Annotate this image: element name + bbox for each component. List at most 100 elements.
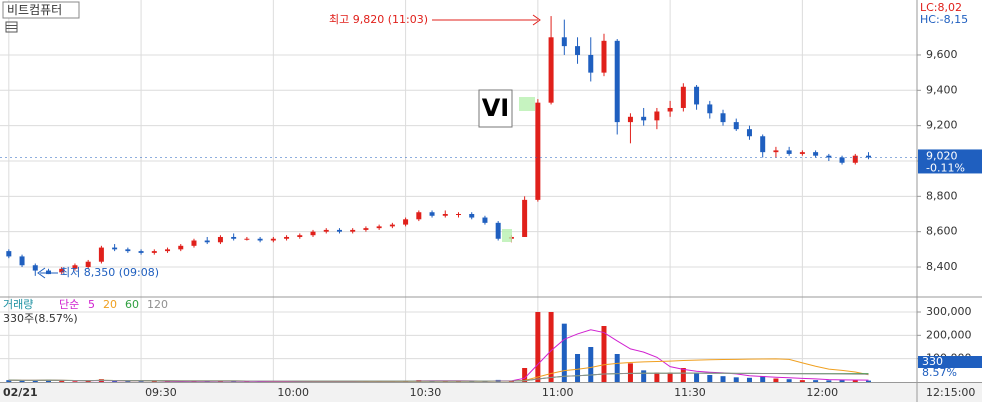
volume-tick-label: 200,000	[926, 328, 972, 341]
x-tick-label: 02/21	[3, 386, 38, 399]
candle-body	[244, 238, 250, 240]
candle-body	[257, 238, 263, 241]
volume-bar	[522, 368, 528, 382]
time-readout: 12:15:00	[926, 386, 975, 399]
table-icon[interactable]	[5, 21, 18, 33]
current-price-box	[918, 149, 982, 174]
candle-body	[284, 236, 290, 239]
candle-body	[363, 228, 369, 230]
volume-bar	[733, 377, 739, 382]
candle-body	[98, 247, 104, 262]
volume-bar	[6, 380, 12, 382]
candle-body	[839, 157, 845, 163]
candle-body	[59, 268, 65, 273]
stock-title: 비트컴퓨터	[7, 3, 62, 17]
candle-body	[641, 116, 647, 121]
candle-body	[350, 229, 356, 232]
volume-bar	[773, 378, 779, 382]
candle-body	[178, 245, 184, 250]
candle-body	[654, 111, 660, 121]
volume-bar	[19, 380, 25, 382]
candle-body	[403, 219, 409, 225]
volume-bar	[866, 380, 872, 382]
high-arrow	[432, 14, 541, 26]
volume-bar	[614, 354, 620, 382]
candle-body	[85, 261, 91, 268]
candle-body	[548, 37, 554, 103]
hc-label: HC:-8,15	[920, 13, 968, 26]
volume-bar	[654, 372, 660, 382]
candle-body	[535, 102, 541, 200]
high-annotation: 최고 9,820 (11:03)	[329, 13, 428, 26]
candle-body	[627, 116, 633, 123]
candle-body	[376, 226, 382, 229]
volume-bar	[799, 380, 805, 382]
candle-body	[707, 104, 713, 114]
candle-body	[231, 236, 237, 239]
volume-bar	[125, 381, 131, 383]
title-box[interactable]	[2, 1, 80, 19]
volume-summary: 330주(8.57%)	[3, 312, 78, 325]
y-tick-label: 8,400	[926, 260, 958, 273]
lc-label: LC:8,02	[920, 1, 962, 14]
volume-bar	[32, 380, 38, 382]
candle-body	[19, 256, 25, 266]
volume-bar	[786, 379, 792, 382]
candle-body	[680, 86, 686, 108]
vi-label: VI	[482, 94, 510, 122]
candle-body	[694, 86, 700, 105]
candle-body	[416, 212, 422, 220]
current-volume: 330	[922, 355, 943, 368]
ma-legend: 5 20 60 120	[88, 298, 168, 311]
vi-highlight	[519, 97, 535, 111]
candle-body	[667, 107, 673, 112]
current-volume-pct: 8.57%	[922, 366, 957, 379]
volume-bar	[627, 363, 633, 382]
candle-body	[720, 113, 726, 123]
volume-bar	[720, 376, 726, 382]
x-axis-strip	[0, 383, 982, 402]
y-tick-label: 8,800	[926, 189, 958, 202]
volume-bar	[680, 368, 686, 382]
ma-legend-label: 60	[125, 298, 139, 311]
candle-body	[429, 212, 435, 216]
x-tick-label: 11:30	[674, 386, 706, 399]
volume-bar	[548, 312, 554, 382]
candle-body	[826, 155, 832, 158]
candle-body	[442, 214, 448, 216]
x-tick-label: 10:00	[277, 386, 309, 399]
y-tick-label: 8,600	[926, 225, 958, 238]
volume-bar	[112, 381, 118, 383]
volume-bar	[588, 347, 594, 382]
candle-body	[72, 265, 78, 269]
volume-bar	[667, 372, 673, 382]
volume-bar	[694, 372, 700, 382]
low-annotation: 최저 8,350 (09:08)	[60, 266, 159, 279]
ma-legend-label: 5	[88, 298, 95, 311]
volume-bar	[746, 377, 752, 382]
volume-bar	[760, 376, 766, 382]
volume-bar	[826, 380, 832, 382]
ma-legend-label: 20	[103, 298, 117, 311]
candle-body	[799, 152, 805, 154]
volume-bar	[72, 381, 78, 383]
volume-ma-line	[8, 372, 869, 382]
candle-body	[760, 136, 766, 153]
volume-bar	[535, 312, 541, 382]
volume-bar	[852, 379, 858, 382]
volume-bar	[59, 381, 65, 383]
volume-bar	[456, 381, 461, 383]
candle-body	[138, 251, 144, 253]
volume-bar	[85, 380, 91, 382]
candle-body	[852, 155, 858, 163]
marks	[6, 16, 872, 383]
volume-bar	[469, 381, 475, 383]
candle-body	[786, 150, 792, 154]
candle-body	[270, 238, 276, 241]
volume-bar	[707, 375, 713, 382]
candle-body	[495, 222, 501, 239]
candle-body	[601, 40, 607, 73]
candle-body	[165, 249, 171, 252]
